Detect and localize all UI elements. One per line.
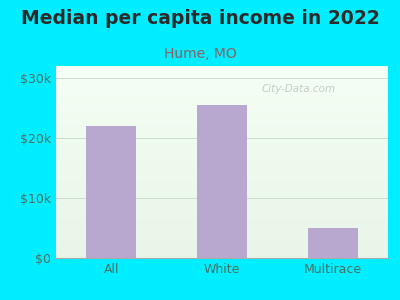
Text: Hume, MO: Hume, MO — [164, 46, 236, 61]
Bar — [308, 228, 358, 258]
Bar — [86, 126, 136, 258]
Text: Median per capita income in 2022: Median per capita income in 2022 — [21, 9, 379, 28]
Text: City-Data.com: City-Data.com — [261, 84, 336, 94]
Bar — [197, 105, 247, 258]
